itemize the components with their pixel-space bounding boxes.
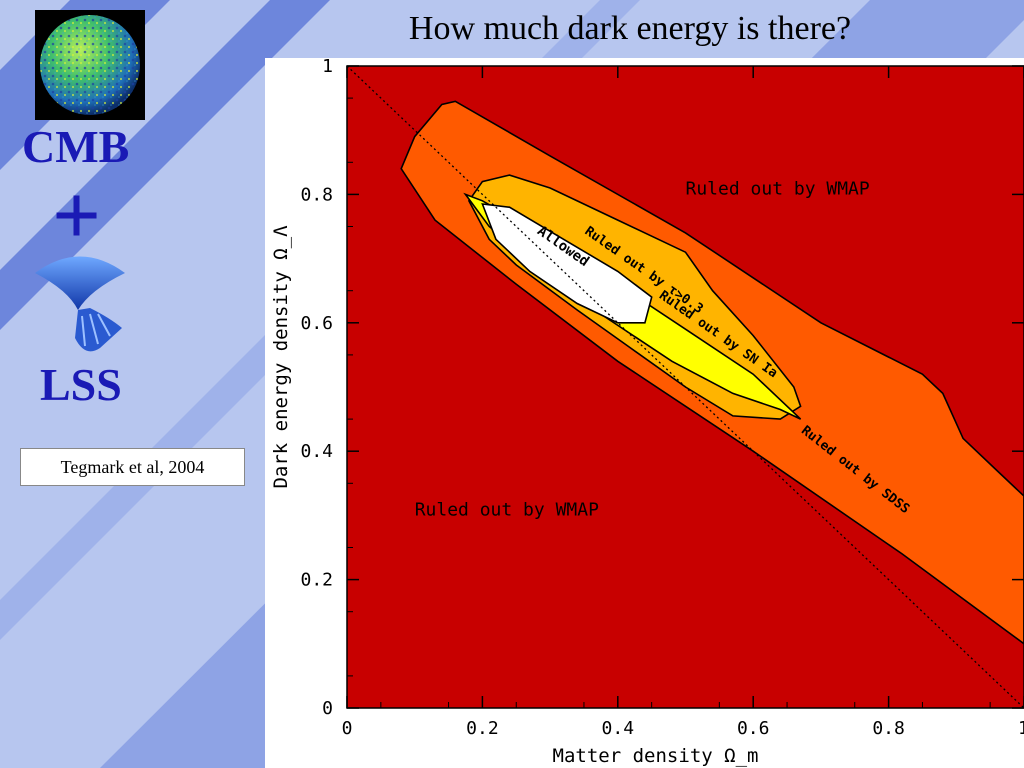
- y-tick-label: 0: [322, 698, 333, 719]
- x-tick-label: 0: [342, 718, 353, 739]
- cmb-sky-globe-icon: [35, 10, 145, 120]
- y-tick-label: 1: [322, 58, 333, 77]
- cmb-label: CMB: [22, 121, 130, 172]
- cosmology-constraints-chart: 0 0.2 0.4 0.6 0.8 1 0 0.2 0.4 0.6 0.8 1 Matter densi…: [270, 58, 1024, 767]
- flat-universe-line: [347, 66, 1024, 708]
- y-tick-label: 0.8: [300, 184, 333, 205]
- x-axis-label: Matter density Ω_m: [553, 745, 759, 767]
- slide-title: How much dark energy is there?: [408, 10, 852, 47]
- x-tick-label: 1: [1018, 718, 1024, 739]
- x-tick-label: 0.6: [737, 718, 770, 739]
- plot-frame: [346, 65, 1024, 709]
- x-tick-label: 0.8: [872, 718, 905, 739]
- region-annotation: Ruled out by WMAP: [686, 178, 870, 199]
- y-tick-label: 0.6: [300, 313, 333, 334]
- y-axis-label: Dark energy density Ω_Λ: [270, 225, 292, 489]
- chart-panel: 0 0.2 0.4 0.6 0.8 1 0 0.2 0.4 0.6 0.8 1 Matter densi…: [265, 58, 1024, 768]
- lss-cone-icon: [35, 256, 125, 352]
- x-tick-label: 0.4: [602, 718, 635, 739]
- region-allowed: [481, 203, 653, 324]
- plus-sign: +: [52, 167, 102, 263]
- citation-box: Tegmark et al, 2004: [20, 448, 245, 486]
- lss-label: LSS: [40, 359, 122, 410]
- region-annotation: Ruled out by WMAP: [415, 499, 599, 520]
- y-tick-label: 0.2: [300, 570, 333, 591]
- x-tick-label: 0.2: [466, 718, 499, 739]
- y-tick-label: 0.4: [300, 441, 333, 462]
